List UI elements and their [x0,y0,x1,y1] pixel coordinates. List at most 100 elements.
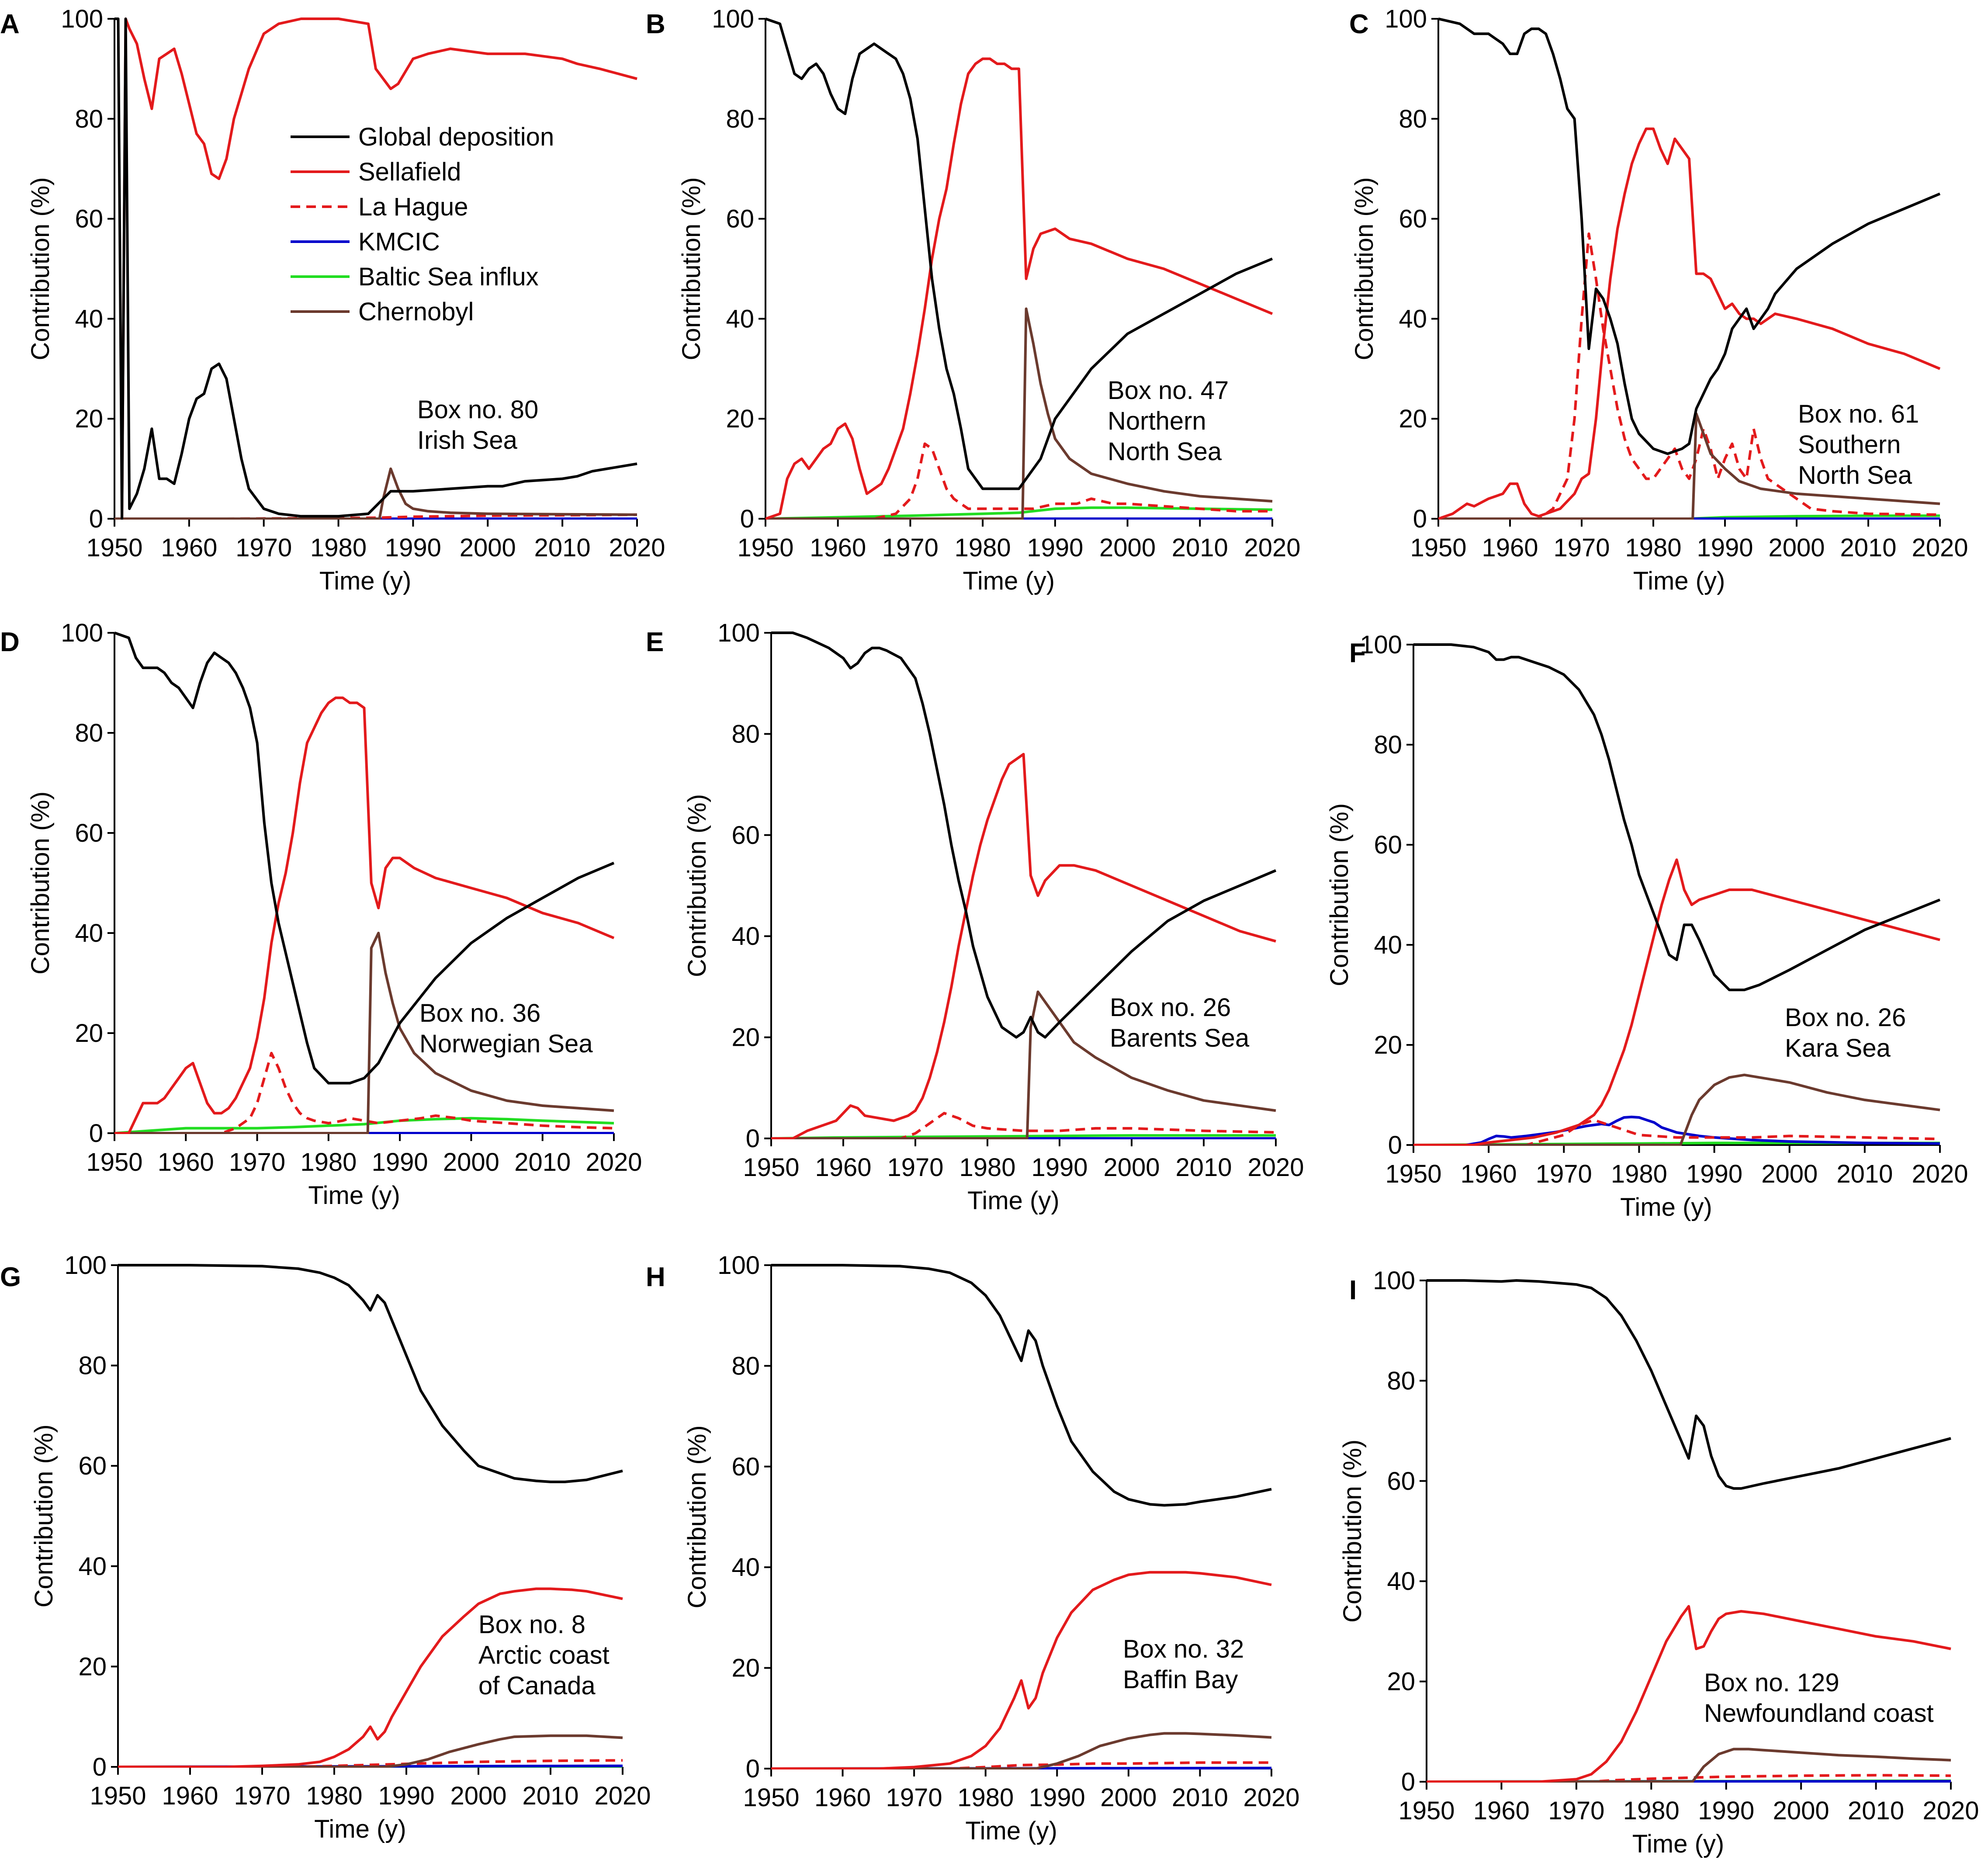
x-tick-label: 1980 [300,1148,357,1176]
series-line-chernobyl [114,932,614,1134]
x-tick-label: 2000 [443,1148,499,1176]
x-tick-label: 1950 [86,1148,142,1176]
y-tick-label: 60 [75,819,103,847]
y-tick-label: 0 [1413,505,1427,533]
legend-label-kmcic: KMCIC [358,228,440,256]
y-axis-label: Contribution (%) [1325,803,1354,986]
x-tick-label: 2000 [1768,534,1825,562]
x-tick-label: 1980 [1611,1160,1667,1188]
panel-i: I 0 20 40 60 80 100 1950 1960 1970 1980 1990 2000 201… [1338,1266,1979,1858]
y-tick-label: 60 [731,1453,760,1481]
x-tick-label: 2000 [1773,1797,1829,1825]
series-line-global [1438,17,1941,455]
panel-letter: I [1349,1275,1357,1305]
y-axis-label: Contribution (%) [26,791,55,975]
y-tick-label: 80 [1387,1367,1415,1395]
x-tick-label: 1960 [161,534,217,562]
x-tick-label: 1960 [810,534,866,562]
x-axis-label: Time (y) [963,567,1055,595]
y-tick-label: 60 [75,205,103,233]
x-tick-label: 2020 [1243,1783,1299,1812]
x-tick-label: 2020 [1244,534,1300,562]
x-tick-label: 2010 [1175,1153,1232,1182]
box-annotation: Box no. 32 [1123,1635,1244,1663]
box-annotation: Arctic coast [478,1641,610,1669]
y-axis-label: Contribution (%) [30,1424,58,1607]
y-tick-label: 20 [75,405,103,433]
x-tick-label: 1950 [743,1153,799,1182]
x-tick-label: 1980 [310,534,367,562]
y-tick-label: 100 [1385,5,1427,33]
x-tick-label: 1970 [1536,1160,1592,1188]
y-tick-label: 80 [78,1352,107,1380]
panel-letter: H [646,1262,665,1292]
y-axis-label: Contribution (%) [1350,177,1378,360]
y-tick-label: 20 [1374,1031,1402,1059]
y-tick-label: 60 [1374,831,1402,859]
y-axis-label: Contribution (%) [677,177,706,360]
y-tick-label: 40 [731,1553,760,1582]
legend-label-lahague: La Hague [358,193,468,221]
y-tick-label: 100 [1360,631,1402,659]
y-tick-label: 0 [746,1755,760,1783]
box-annotation: Box no. 8 [478,1610,585,1639]
box-annotation: Newfoundland coast [1704,1699,1934,1728]
series-line-sellafield [1438,127,1941,520]
x-tick-label: 1960 [1482,534,1538,562]
panel-g: G 0 20 40 60 80 100 1950 1960 1970 1980 1990 2000 201… [0,1251,651,1843]
box-annotation: Kara Sea [1785,1034,1891,1062]
y-tick-label: 80 [1374,731,1402,759]
x-tick-label: 2010 [1836,1160,1893,1188]
y-tick-label: 100 [61,619,103,647]
series-line-global [771,1264,1272,1507]
y-tick-label: 40 [1399,305,1427,333]
series-line-sellafield [771,753,1276,1139]
series-line-global [114,17,637,520]
series-line-lahague [1438,232,1940,520]
panel-letter: D [0,627,20,657]
legend-label-sellafield: Sellafield [358,158,461,186]
y-tick-label: 80 [75,719,103,747]
x-tick-label: 1980 [306,1782,362,1810]
y-tick-label: 40 [731,922,760,951]
series-line-baltic [765,506,1273,520]
y-tick-label: 80 [75,105,103,133]
y-tick-label: 0 [740,505,754,533]
box-annotation: Box no. 61 [1798,400,1919,428]
x-tick-label: 2010 [1848,1797,1904,1825]
panel-c: C 0 20 40 60 80 100 1950 1960 1970 1980 1990 2000 201… [1349,5,1968,595]
panel-letter: A [0,9,20,39]
x-tick-label: 1950 [1385,1160,1441,1188]
series-line-lahague [114,1051,614,1134]
y-tick-label: 0 [93,1753,107,1781]
x-tick-label: 1980 [955,534,1011,562]
y-tick-label: 60 [1399,205,1427,233]
series-line-sellafield [765,57,1273,520]
series-line-global [765,17,1273,490]
box-annotation: Norwegian Sea [419,1030,593,1058]
y-tick-label: 80 [726,105,754,133]
series-line-chernobyl [1427,1748,1951,1783]
series-line-chernobyl [765,307,1273,520]
box-annotation: Box no. 129 [1704,1669,1839,1697]
x-tick-label: 1990 [1031,1153,1088,1182]
series-line-lahague [765,442,1272,520]
x-tick-label: 1990 [378,1782,434,1810]
x-tick-label: 1970 [1553,534,1610,562]
y-tick-label: 60 [1387,1467,1415,1495]
x-tick-label: 1980 [1625,534,1681,562]
x-tick-label: 1990 [1027,534,1083,562]
box-annotation: Box no. 47 [1108,376,1229,405]
box-annotation: North Sea [1108,437,1222,466]
x-tick-label: 2000 [1761,1160,1818,1188]
y-tick-label: 80 [731,720,760,748]
panel-a: A 0 20 40 60 80 100 1950 1960 1970 1980 1990 2000 201… [0,5,665,595]
panel-f: F 0 20 40 60 80 100 1950 1960 1970 1980 1990 2000 201… [1325,631,1968,1221]
x-tick-label: 2000 [1100,1783,1157,1812]
series-line-chernobyl [114,467,637,520]
box-annotation: Baffin Bay [1123,1665,1238,1694]
panel-e: E 0 20 40 60 80 100 1950 1960 1970 1980 1990 2000 201… [646,619,1304,1215]
y-tick-label: 0 [1388,1131,1402,1159]
x-tick-label: 1980 [957,1783,1014,1812]
box-annotation: Box no. 80 [417,396,538,424]
